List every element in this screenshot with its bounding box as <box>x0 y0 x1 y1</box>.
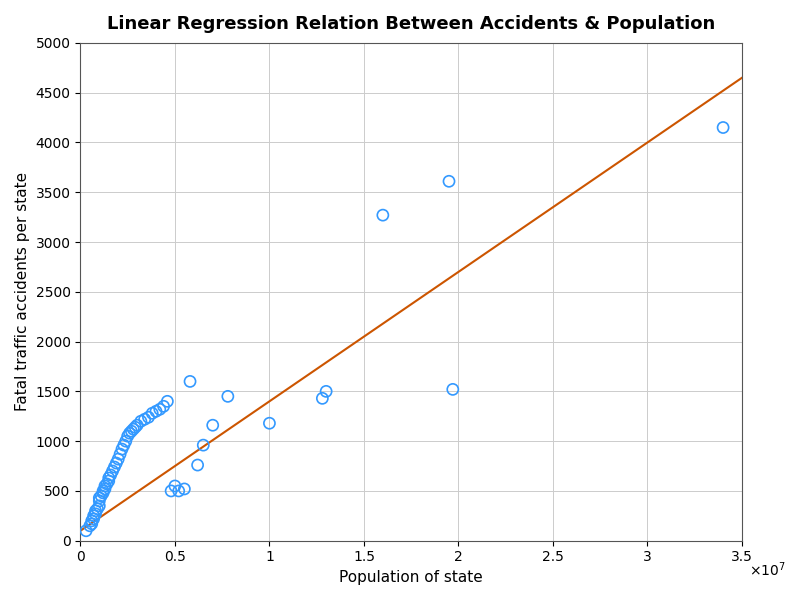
Point <box>104 470 117 480</box>
Point <box>115 445 128 454</box>
Point <box>122 431 134 441</box>
Text: $\times10^7$: $\times10^7$ <box>749 560 786 578</box>
Point <box>101 479 114 489</box>
Point <box>446 385 459 394</box>
Point <box>93 493 106 503</box>
Point <box>93 501 106 511</box>
Point <box>98 484 111 494</box>
Point <box>97 488 110 498</box>
Point <box>127 424 140 434</box>
X-axis label: Population of state: Population of state <box>339 570 483 585</box>
Y-axis label: Fatal traffic accidents per state: Fatal traffic accidents per state <box>15 172 30 412</box>
Point <box>377 211 390 220</box>
Point <box>130 421 143 430</box>
Point <box>154 404 166 414</box>
Point <box>178 484 190 494</box>
Point <box>191 460 204 470</box>
Point <box>134 416 147 426</box>
Point <box>222 392 234 401</box>
Point <box>320 386 333 396</box>
Point <box>206 421 219 430</box>
Point <box>119 436 132 446</box>
Point <box>87 511 100 521</box>
Point <box>150 406 162 416</box>
Point <box>161 397 174 406</box>
Point <box>89 506 102 515</box>
Point <box>197 440 210 450</box>
Point <box>110 458 122 468</box>
Point <box>118 440 130 450</box>
Point <box>316 394 329 403</box>
Point <box>169 481 182 491</box>
Point <box>80 526 93 536</box>
Point <box>263 418 276 428</box>
Point <box>97 486 110 496</box>
Point <box>108 462 121 472</box>
Point <box>98 481 111 491</box>
Point <box>112 454 125 464</box>
Point <box>106 466 119 476</box>
Point <box>125 427 138 436</box>
Point <box>91 504 104 514</box>
Point <box>138 415 151 424</box>
Point <box>83 521 96 530</box>
Point <box>129 422 142 432</box>
Point <box>93 496 106 506</box>
Point <box>86 516 98 526</box>
Point <box>146 409 158 418</box>
Point <box>86 519 98 529</box>
Point <box>184 377 197 386</box>
Point <box>142 412 155 422</box>
Title: Linear Regression Relation Between Accidents & Population: Linear Regression Relation Between Accid… <box>107 15 715 33</box>
Point <box>102 476 115 486</box>
Point <box>157 401 170 411</box>
Point <box>172 486 185 496</box>
Point <box>165 486 178 496</box>
Point <box>89 509 102 518</box>
Point <box>87 514 100 524</box>
Point <box>94 491 107 501</box>
Point <box>102 473 115 483</box>
Point <box>114 449 126 459</box>
Point <box>717 123 730 133</box>
Point <box>123 428 136 438</box>
Point <box>442 176 455 186</box>
